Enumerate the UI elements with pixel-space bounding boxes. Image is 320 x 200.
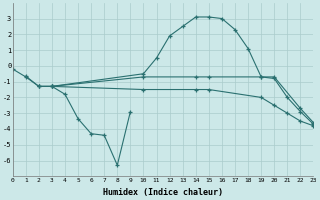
X-axis label: Humidex (Indice chaleur): Humidex (Indice chaleur)	[103, 188, 223, 197]
